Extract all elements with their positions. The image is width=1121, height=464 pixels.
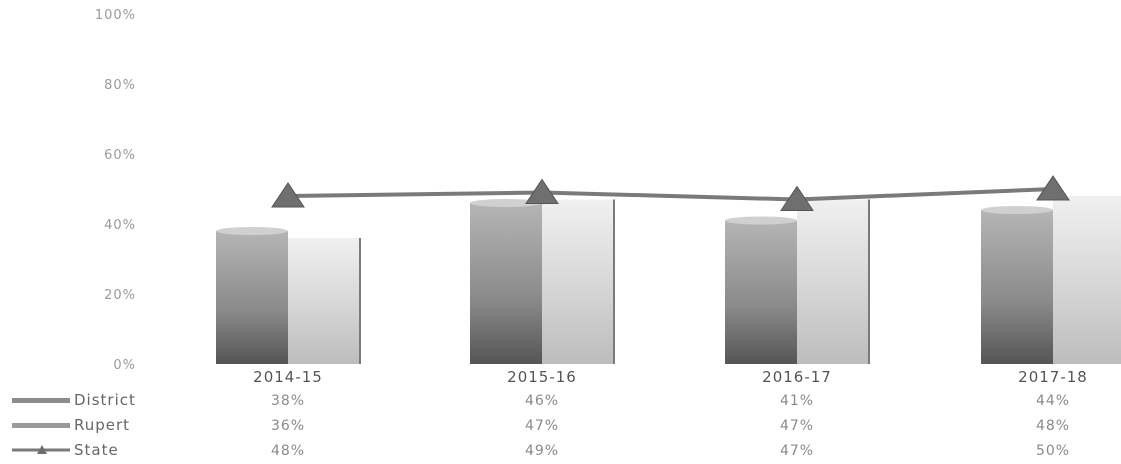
bar-district bbox=[470, 203, 542, 364]
y-tick-label: 60% bbox=[104, 148, 136, 163]
data-label-rupert: 47% bbox=[525, 418, 559, 434]
data-label-rupert: 48% bbox=[1036, 418, 1070, 434]
data-label-district: 46% bbox=[525, 393, 559, 409]
bar-district-cap bbox=[725, 216, 797, 225]
state-line bbox=[271, 175, 1070, 211]
x-tick-label: 2017-18 bbox=[1018, 368, 1088, 386]
data-label-district: 38% bbox=[271, 393, 305, 409]
data-label-district: 44% bbox=[1036, 393, 1070, 409]
data-label-state: 49% bbox=[525, 443, 559, 459]
data-label-state: 48% bbox=[271, 443, 305, 459]
bar-district-cap bbox=[981, 206, 1053, 214]
bar-district-cap bbox=[216, 227, 288, 235]
bar-rupert bbox=[797, 199, 869, 364]
bar-rupert bbox=[288, 238, 360, 364]
data-label-state: 47% bbox=[780, 443, 814, 459]
state-marker bbox=[525, 178, 559, 204]
y-tick-label: 20% bbox=[104, 288, 136, 303]
bar-district bbox=[725, 220, 797, 364]
legend-label-district: District bbox=[74, 391, 136, 409]
legend-key-rupert bbox=[12, 423, 70, 428]
x-tick-label: 2015-16 bbox=[507, 368, 577, 386]
bar-district bbox=[981, 210, 1053, 364]
legend-key-state-marker bbox=[37, 445, 47, 454]
data-label-state: 50% bbox=[1036, 443, 1070, 459]
y-tick-label: 0% bbox=[113, 358, 136, 373]
bar-rupert bbox=[1053, 196, 1121, 364]
data-label-rupert: 36% bbox=[271, 418, 305, 434]
state-marker bbox=[1036, 175, 1070, 201]
state-marker bbox=[780, 185, 814, 211]
state-marker bbox=[271, 182, 305, 208]
legend-key-district bbox=[12, 398, 70, 403]
bar-rupert bbox=[542, 199, 614, 364]
y-tick-label: 80% bbox=[104, 78, 136, 93]
y-axis: 0% 20% 40% 60% 80% 100% bbox=[95, 8, 136, 373]
data-label-rupert: 47% bbox=[780, 418, 814, 434]
bars bbox=[216, 196, 1121, 364]
x-tick-label: 2016-17 bbox=[762, 368, 832, 386]
state-line-path bbox=[287, 187, 1054, 202]
data-label-district: 41% bbox=[780, 393, 814, 409]
data-table: District 38% 46% 41% 44% Rupert 36% 47% 47% 48% St… bbox=[12, 391, 1070, 459]
bar-district-cap bbox=[470, 199, 542, 207]
y-tick-label: 100% bbox=[95, 8, 136, 23]
x-tick-label: 2014-15 bbox=[253, 368, 323, 386]
legend-label-rupert: Rupert bbox=[74, 416, 130, 434]
bar-district bbox=[216, 231, 288, 364]
legend-label-state: State bbox=[74, 441, 119, 459]
y-tick-label: 40% bbox=[104, 218, 136, 233]
x-axis: 2014-15 2015-16 2016-17 2017-18 bbox=[253, 368, 1088, 386]
